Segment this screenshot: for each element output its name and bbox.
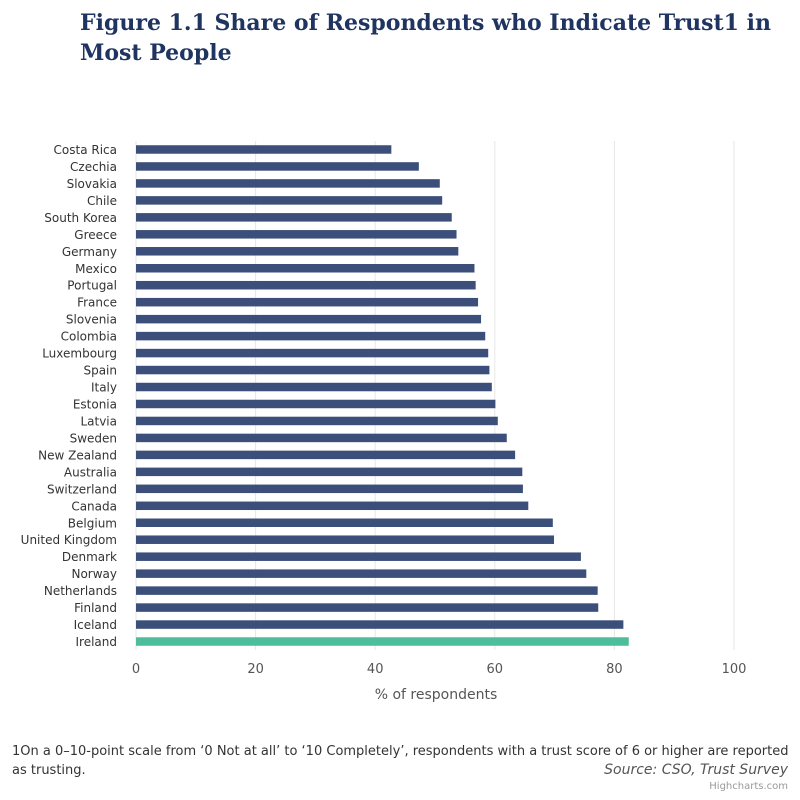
category-label: Latvia	[80, 414, 117, 428]
category-label: Costa Rica	[54, 143, 117, 157]
x-tick-label: 40	[367, 662, 384, 677]
category-label: Norway	[71, 567, 117, 581]
category-label: Luxembourg	[42, 347, 117, 361]
bar-netherlands[interactable]	[136, 586, 598, 595]
category-label: Iceland	[74, 618, 117, 632]
category-label: Denmark	[62, 550, 117, 564]
bar-germany[interactable]	[136, 247, 459, 256]
category-label: Czechia	[70, 160, 117, 174]
bar-slovakia[interactable]	[136, 179, 440, 188]
bar-latvia[interactable]	[136, 416, 498, 426]
bar-australia[interactable]	[136, 467, 523, 477]
bar-belgium[interactable]	[136, 518, 553, 528]
category-label: Spain	[83, 364, 117, 378]
bar-norway[interactable]	[136, 569, 587, 578]
category-label: France	[77, 296, 117, 310]
category-label: Ireland	[75, 635, 117, 649]
bar-luxembourg[interactable]	[136, 348, 489, 358]
bar-united-kingdom[interactable]	[136, 535, 555, 544]
category-label: Slovakia	[67, 177, 117, 191]
category-labels: Costa Rica Czechia Slovakia Chile South Kore…	[21, 143, 117, 649]
bar-south-korea[interactable]	[136, 213, 452, 222]
bar-colombia[interactable]	[136, 331, 486, 341]
x-tick-label: 20	[247, 662, 264, 677]
category-label: Chile	[87, 194, 117, 208]
x-tick-label: 80	[606, 662, 623, 677]
x-tick-label: 100	[722, 662, 747, 677]
category-label: Mexico	[75, 262, 117, 276]
category-label: Portugal	[67, 279, 117, 293]
bar-canada[interactable]	[136, 501, 529, 511]
bar-estonia[interactable]	[136, 399, 496, 409]
bar-new-zealand[interactable]	[136, 450, 516, 460]
category-label: Netherlands	[44, 584, 117, 598]
source-note: Source: CSO, Trust Survey	[604, 762, 788, 778]
footnote: 1On a 0–10-point scale from ‘0 Not at al…	[12, 744, 789, 778]
category-label: Slovenia	[66, 313, 117, 327]
bar-mexico[interactable]	[136, 264, 475, 273]
category-label: Switzerland	[47, 482, 117, 496]
chart-title: Figure 1.1 Share of Respondents who Indi…	[80, 10, 772, 66]
bar-italy[interactable]	[136, 382, 492, 392]
category-label: Germany	[62, 245, 117, 259]
category-label: Canada	[71, 499, 117, 513]
x-tick-label: 60	[487, 662, 504, 677]
category-label: Greece	[74, 228, 117, 242]
bar-ireland[interactable]	[136, 637, 629, 646]
category-label: Finland	[74, 601, 117, 615]
bar-spain[interactable]	[136, 365, 490, 375]
category-label: South Korea	[44, 211, 117, 225]
category-label: Italy	[91, 381, 117, 395]
grid-lines	[135, 141, 735, 650]
bar-chile[interactable]	[136, 196, 443, 205]
bar-france[interactable]	[136, 297, 479, 307]
bars	[136, 145, 629, 646]
category-label: Sweden	[70, 431, 117, 445]
bar-denmark[interactable]	[136, 552, 581, 561]
bar-iceland[interactable]	[136, 620, 624, 629]
bar-costa-rica[interactable]	[136, 145, 392, 154]
category-label: Estonia	[73, 397, 117, 411]
bar-finland[interactable]	[136, 603, 599, 612]
bar-portugal[interactable]	[136, 280, 476, 290]
bar-sweden[interactable]	[136, 433, 507, 443]
category-label: United Kingdom	[21, 533, 117, 547]
category-label: Colombia	[61, 330, 117, 344]
bar-greece[interactable]	[136, 230, 457, 239]
bar-slovenia[interactable]	[136, 314, 482, 324]
category-label: Belgium	[68, 516, 117, 530]
highcharts-credit-link[interactable]: Highcharts.com	[709, 781, 788, 792]
x-tick-label: 0	[132, 662, 140, 677]
bar-czechia[interactable]	[136, 162, 419, 171]
category-label: Australia	[64, 465, 117, 479]
category-label: New Zealand	[38, 448, 117, 462]
x-axis-tick-labels: 0 20 40 60 80 100	[132, 662, 747, 677]
bar-switzerland[interactable]	[136, 484, 523, 494]
x-axis-title: % of respondents	[375, 687, 498, 703]
